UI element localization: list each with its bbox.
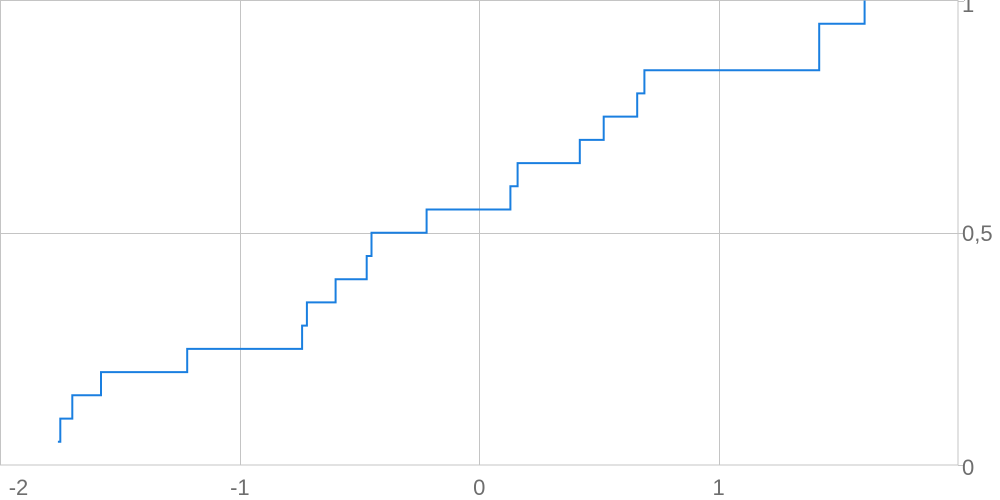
y-tick-label: 0 xyxy=(962,455,974,480)
plot-frame xyxy=(0,0,959,466)
x-tick-label: -1 xyxy=(230,475,250,500)
x-tick-label: -2 xyxy=(9,475,29,500)
grid xyxy=(0,0,964,466)
y-tick-label: 1 xyxy=(962,0,974,17)
x-tick-label: 1 xyxy=(713,475,725,500)
y-axis-ticks: 00,51 xyxy=(962,0,993,480)
x-tick-label: 0 xyxy=(473,475,485,500)
ecdf-step-line xyxy=(57,0,866,443)
y-tick-label: 0,5 xyxy=(962,221,993,246)
x-axis-ticks: -2 -1 0 1 xyxy=(9,475,725,500)
series-layer xyxy=(57,0,866,443)
